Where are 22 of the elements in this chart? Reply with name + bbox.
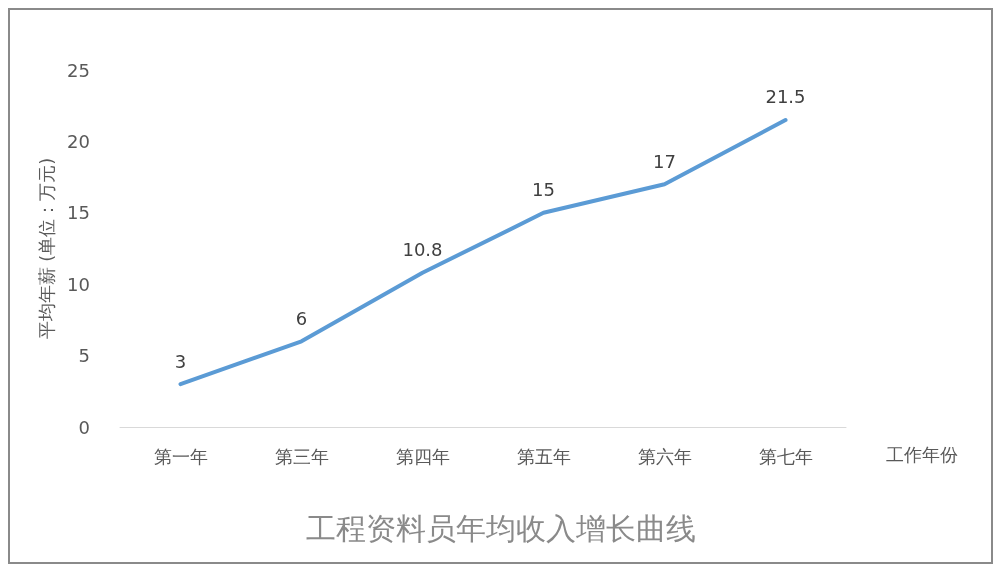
x-tick-label: 第一年 [153, 445, 208, 467]
x-tick-label: 第三年 [274, 445, 329, 467]
x-tick-label: 第五年 [516, 445, 571, 467]
x-tick-label: 第六年 [637, 445, 692, 467]
y-tick-label: 15 [67, 202, 90, 224]
data-label: 15 [532, 179, 555, 201]
y-tick-label: 10 [67, 273, 90, 295]
data-label: 17 [653, 150, 676, 172]
y-tick-label: 20 [67, 130, 90, 152]
y-tick-label: 5 [78, 345, 90, 367]
y-tick-label: 25 [67, 59, 90, 81]
data-label: 10.8 [402, 239, 443, 261]
data-label: 6 [295, 307, 308, 329]
y-tick-label: 0 [78, 416, 90, 438]
x-axis-title: 工作年份 [886, 443, 958, 465]
x-tick-label: 第四年 [395, 445, 450, 467]
data-label: 21.5 [765, 86, 806, 108]
text: 工程资料员年均收入增长曲线 [305, 510, 696, 546]
x-tick-label: 第七年 [758, 445, 813, 467]
y-axis-title: 平均年薪 (单位：万元) [35, 157, 57, 340]
data-label: 3 [174, 350, 187, 372]
line-series [178, 117, 788, 387]
